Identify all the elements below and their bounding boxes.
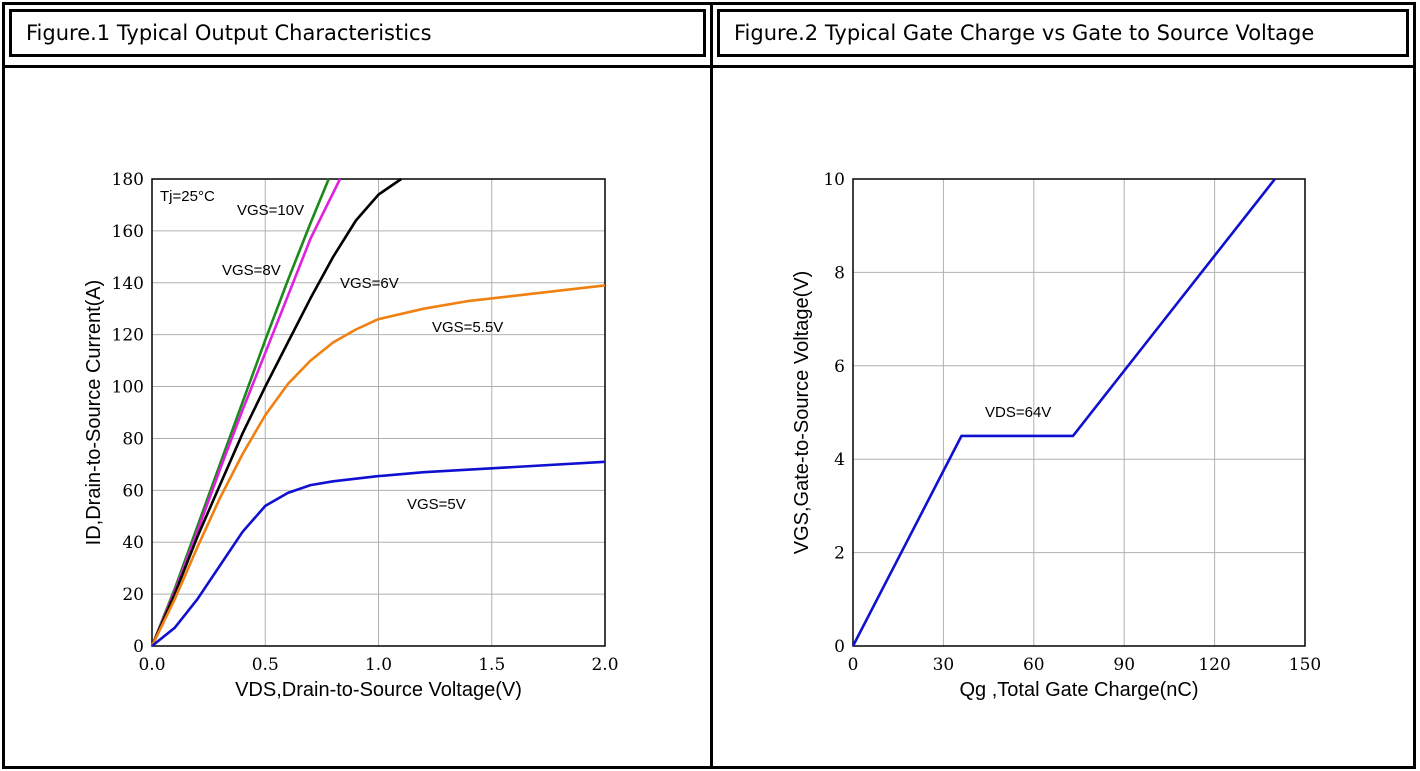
series-label: VGS=10V bbox=[237, 202, 304, 219]
series-label: VGS=8V bbox=[222, 262, 281, 279]
x-axis-label: VDS,Drain-to-Source Voltage(V) bbox=[235, 679, 522, 701]
series-line bbox=[150, 177, 402, 647]
figure-2-divider bbox=[713, 65, 1413, 68]
x-tick-label: 1.0 bbox=[365, 655, 392, 675]
output-characteristics-chart: 0.0 0.5 1.0 1.5 2.0 0 20 40 60 80 100 120 140 160 180 V… bbox=[83, 170, 619, 701]
temperature-annotation: Tj=25°C bbox=[160, 188, 215, 205]
x-tick-label: 2.0 bbox=[591, 655, 618, 675]
x-tick-label: 60 bbox=[1023, 655, 1045, 675]
figure-1-title: Figure.1 Typical Output Characteristics bbox=[9, 9, 706, 57]
y-tick-label: 80 bbox=[122, 429, 144, 449]
y-tick-label: 120 bbox=[112, 326, 144, 346]
y-tick-label: 4 bbox=[834, 450, 845, 470]
x-axis-label: Qg ,Total Gate Charge(nC) bbox=[960, 679, 1199, 701]
y-tick-label: 0 bbox=[133, 637, 144, 657]
x-tick-label: 30 bbox=[933, 655, 955, 675]
figure-1-panel: Figure.1 Typical Output Characteristics bbox=[5, 5, 710, 766]
y-tick-label: 40 bbox=[122, 533, 144, 553]
y-tick-label: 140 bbox=[112, 274, 144, 294]
series-label: VGS=5V bbox=[407, 496, 466, 513]
y-tick-label: 180 bbox=[112, 170, 144, 190]
x-tick-label: 0.5 bbox=[252, 655, 279, 675]
y-tick-label: 6 bbox=[834, 357, 845, 377]
y-axis-label: VGS,Gate-to-Source Voltage(V) bbox=[791, 271, 813, 554]
series-line bbox=[151, 460, 606, 648]
x-tick-label: 120 bbox=[1198, 655, 1230, 675]
series-label: VGS=6V bbox=[340, 275, 399, 292]
x-tick-label: 1.5 bbox=[478, 655, 505, 675]
plot-area bbox=[852, 178, 1306, 647]
series-line bbox=[150, 284, 606, 647]
x-tick-label: 150 bbox=[1289, 655, 1321, 675]
y-tick-label: 60 bbox=[122, 481, 144, 501]
y-tick-label: 0 bbox=[834, 637, 845, 657]
x-tick-label: 0 bbox=[848, 655, 859, 675]
y-tick-label: 8 bbox=[834, 263, 845, 283]
y-tick-label: 10 bbox=[823, 170, 845, 190]
figure-1-divider bbox=[5, 65, 710, 68]
x-tick-label: 0.0 bbox=[138, 655, 165, 675]
y-axis-label: ID,Drain-to-Source Current(A) bbox=[83, 280, 105, 546]
y-tick-label: 100 bbox=[112, 378, 144, 398]
y-tick-label: 2 bbox=[834, 544, 845, 564]
figure-2-panel: Figure.2 Typical Gate Charge vs Gate to … bbox=[710, 5, 1413, 766]
series-label: VGS=5.5V bbox=[432, 319, 503, 336]
y-tick-label: 160 bbox=[112, 222, 144, 242]
series-line bbox=[851, 178, 1276, 647]
x-tick-label: 90 bbox=[1113, 655, 1135, 675]
y-tick-label: 20 bbox=[122, 585, 144, 605]
plot-area bbox=[151, 178, 606, 647]
figure-2-title: Figure.2 Typical Gate Charge vs Gate to … bbox=[717, 9, 1409, 57]
vds-annotation: VDS=64V bbox=[985, 404, 1051, 421]
